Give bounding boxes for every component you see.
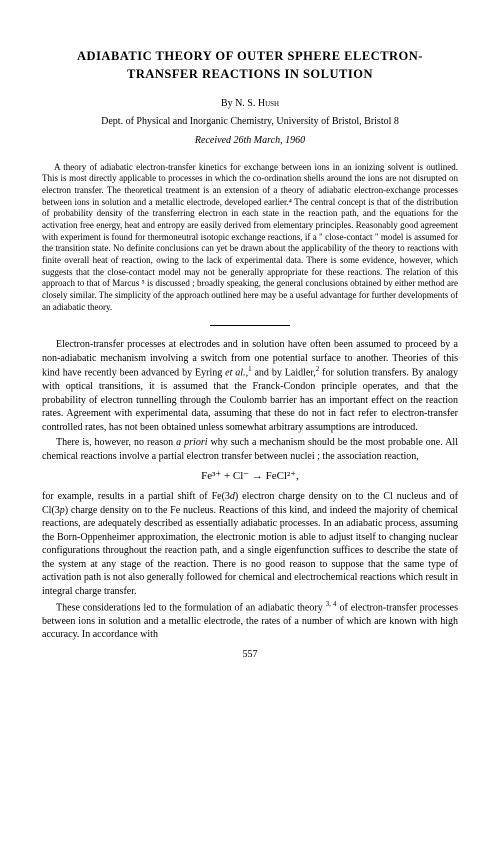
affiliation: Dept. of Physical and Inorganic Chemistr… — [42, 115, 458, 129]
paper-title: ADIABATIC THEORY OF OUTER SPHERE ELECTRO… — [42, 48, 458, 83]
body-paragraph-3: for example, results in a partial shift … — [42, 490, 458, 598]
byline: By N. S. Hush — [42, 97, 458, 111]
byline-prefix: By — [221, 98, 235, 109]
author-name: N. S. Hush — [235, 98, 279, 109]
received-date: Received 26th March, 1960 — [42, 134, 458, 148]
equation-1: Fe³⁺ + Cl⁻ → FeCl²⁺, — [42, 469, 458, 484]
abstract: A theory of adiabatic electron-transfer … — [42, 162, 458, 314]
page-number: 557 — [42, 648, 458, 662]
section-divider — [210, 325, 290, 326]
body-paragraph-4: These considerations led to the formulat… — [42, 600, 458, 642]
body-paragraph-2: There is, however, no reason a priori wh… — [42, 436, 458, 463]
body-paragraph-1: Electron-transfer processes at electrode… — [42, 338, 458, 434]
